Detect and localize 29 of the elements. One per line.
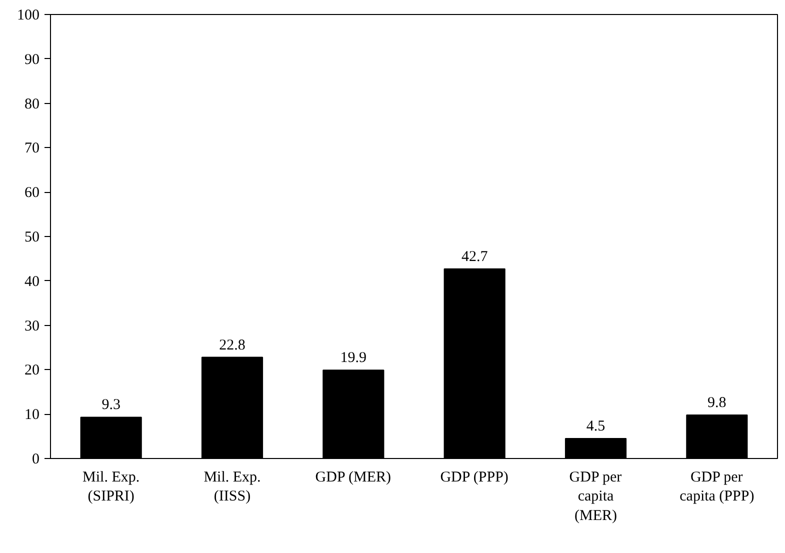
y-tick-label: 80 — [24, 96, 40, 112]
x-tick-label: Mil. Exp. (IISS) — [204, 470, 261, 505]
data-label: 9.8 — [708, 394, 726, 411]
bar — [444, 268, 506, 458]
y-tick-label: 20 — [24, 362, 40, 379]
data-label: 9.3 — [102, 397, 120, 414]
x-tick-label: Mil. Exp. (SIPRI) — [82, 470, 140, 505]
bar — [564, 438, 627, 458]
y-tick-label: 0 — [32, 452, 40, 468]
x-tick-label: GDP (PPP) — [440, 470, 508, 486]
x-tick-label: GDP per capita (MER) — [569, 470, 622, 524]
x-tick-label: GDP (MER) — [315, 470, 391, 486]
bar — [201, 356, 264, 458]
bar — [322, 370, 384, 458]
y-tick-label: 50 — [24, 230, 40, 246]
y-tick-label: 90 — [24, 52, 40, 68]
x-tick-label: GDP per capita (PPP) — [680, 470, 754, 505]
bar — [80, 416, 142, 458]
y-tick-label: 30 — [24, 318, 40, 334]
y-tick-label: 40 — [24, 274, 40, 290]
y-tick-label: 10 — [24, 407, 40, 424]
bar — [686, 414, 748, 458]
data-label: 42.7 — [461, 248, 488, 265]
y-tick-label: 70 — [24, 140, 40, 157]
data-label: 19.9 — [340, 350, 367, 366]
y-tick-label: 100 — [17, 8, 40, 24]
data-label: 22.8 — [219, 337, 246, 354]
y-tick-label: 60 — [24, 185, 40, 202]
data-label: 4.5 — [586, 418, 606, 435]
